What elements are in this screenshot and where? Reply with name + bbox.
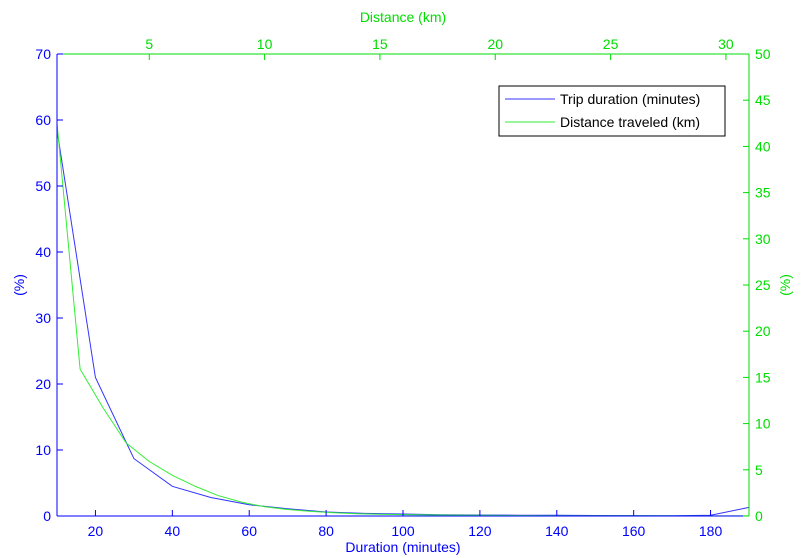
bottom-tick-label: 140 — [545, 523, 569, 539]
right-tick-label: 15 — [755, 369, 771, 385]
right-tick-label: 0 — [755, 508, 763, 524]
left-tick-label: 0 — [43, 508, 51, 524]
right-tick-label: 20 — [755, 323, 771, 339]
bottom-tick-label: 40 — [165, 523, 181, 539]
bottom-tick-label: 160 — [622, 523, 646, 539]
left-tick-label: 30 — [35, 310, 51, 326]
right-tick-label: 30 — [755, 231, 771, 247]
left-tick-label: 50 — [35, 178, 51, 194]
left-tick-label: 20 — [35, 376, 51, 392]
bottom-tick-label: 100 — [391, 523, 415, 539]
bottom-tick-label: 120 — [468, 523, 492, 539]
right-tick-label: 45 — [755, 92, 771, 108]
right-tick-label: 35 — [755, 185, 771, 201]
left-tick-label: 70 — [35, 46, 51, 62]
top-tick-label: 5 — [145, 36, 153, 52]
bottom-tick-label: 60 — [241, 523, 257, 539]
right-axis-title: (%) — [777, 274, 793, 296]
right-tick-label: 40 — [755, 138, 771, 154]
left-axis-title: (%) — [11, 274, 27, 296]
legend-label-distance-traveled: Distance traveled (km) — [560, 114, 700, 130]
legend: Trip duration (minutes) Distance travele… — [498, 85, 726, 137]
right-tick-label: 5 — [755, 462, 763, 478]
top-tick-label: 10 — [257, 36, 273, 52]
bottom-axis-title: Duration (minutes) — [345, 539, 460, 555]
bottom-tick-label: 180 — [699, 523, 723, 539]
top-tick-label: 25 — [603, 36, 619, 52]
top-axis-title: Distance (km) — [360, 9, 446, 25]
bottom-tick-label: 20 — [88, 523, 104, 539]
left-tick-label: 10 — [35, 442, 51, 458]
legend-box — [498, 85, 726, 137]
top-tick-label: 30 — [718, 36, 734, 52]
top-tick-label: 15 — [372, 36, 388, 52]
top-tick-label: 20 — [487, 36, 503, 52]
left-tick-label: 40 — [35, 244, 51, 260]
legend-label-trip-duration: Trip duration (minutes) — [560, 91, 700, 107]
left-tick-label: 60 — [35, 112, 51, 128]
right-tick-label: 25 — [755, 277, 771, 293]
bottom-tick-label: 80 — [318, 523, 334, 539]
right-tick-label: 50 — [755, 46, 771, 62]
right-tick-label: 10 — [755, 416, 771, 432]
